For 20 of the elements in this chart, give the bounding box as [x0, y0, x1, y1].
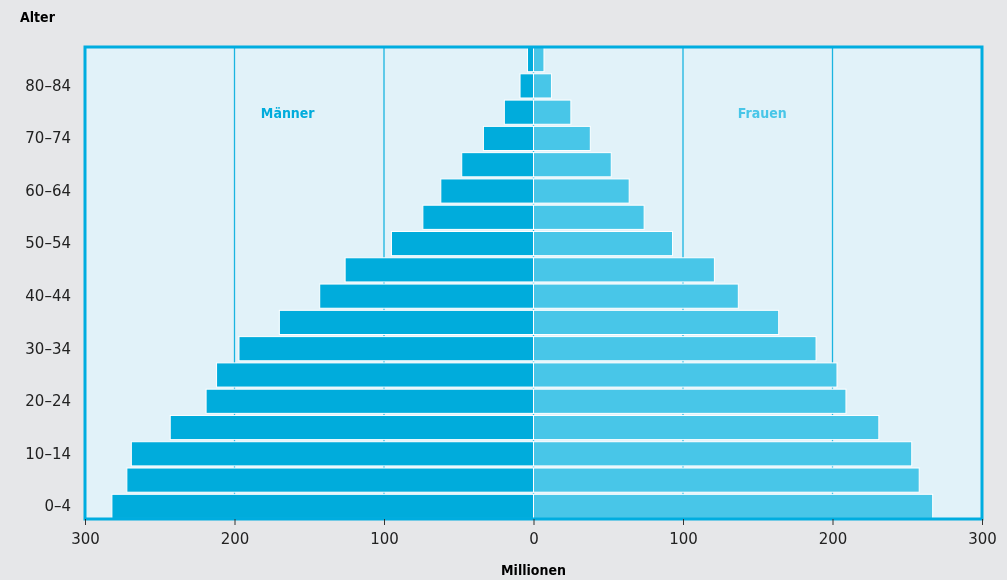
x-tick-label: 100 — [669, 529, 698, 548]
y-tick-label: 50–54 — [25, 234, 71, 253]
x-axis-title: Millionen — [501, 562, 566, 578]
y-tick-label: 10–14 — [25, 444, 71, 463]
y-tick-label: 70–74 — [25, 129, 71, 148]
text: Frauen — [737, 104, 787, 121]
x-tick-label: 300 — [71, 529, 100, 548]
y-tick-label: 0–4 — [44, 497, 71, 516]
y-tick-label: 30–34 — [25, 339, 71, 358]
y-tick-label: 80–84 — [25, 76, 71, 95]
text: Männer — [260, 104, 316, 121]
y-tick-label: 60–64 — [25, 181, 71, 200]
x-tick-label: 300 — [968, 529, 997, 548]
y-axis-title: Alter — [20, 9, 56, 25]
x-tick-label: 0 — [529, 529, 539, 548]
x-tick-label: 100 — [370, 529, 399, 548]
x-tick-label: 200 — [220, 529, 250, 548]
y-tick-label: 40–44 — [25, 286, 71, 305]
y-tick-label: 20–24 — [25, 392, 71, 411]
x-tick-label: 200 — [818, 529, 848, 548]
